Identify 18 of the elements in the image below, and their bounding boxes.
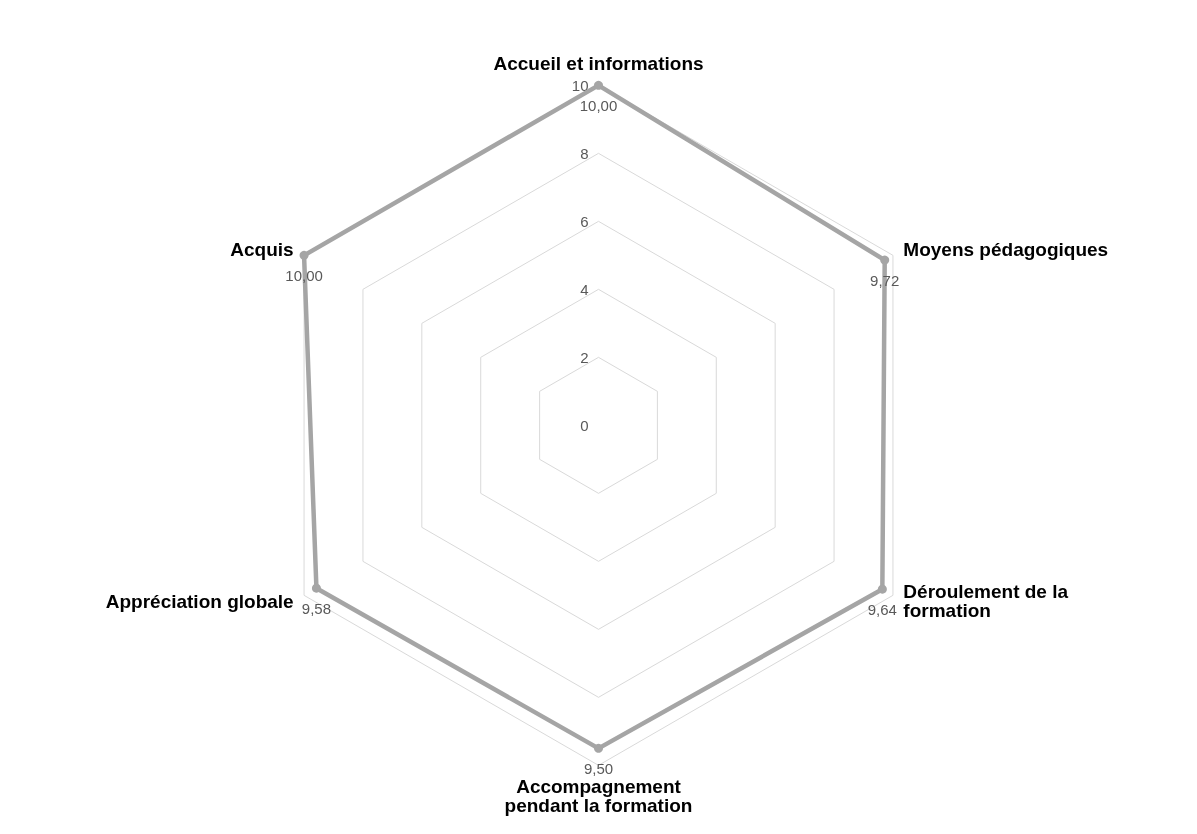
- spoke-label: Moyens pédagogiques: [903, 238, 1109, 260]
- data-label: 9,64: [867, 600, 897, 618]
- data-label: 9,72: [870, 271, 900, 289]
- data-label: 9,50: [583, 759, 614, 777]
- y-tick-label: 0: [580, 416, 589, 434]
- y-tick-label: 6: [580, 212, 589, 230]
- y-tick-label: 8: [580, 144, 589, 162]
- data-label: 10,00: [285, 266, 323, 284]
- spoke-label: Acquis: [230, 238, 294, 260]
- y-tick-label: 4: [580, 280, 589, 298]
- y-tick-label: 10: [571, 76, 589, 94]
- data-label: 10,00: [579, 96, 618, 114]
- spoke-label: Déroulement de la formation: [903, 581, 1069, 622]
- data-label: 9,58: [301, 599, 332, 617]
- spoke-label: Accueil et informations: [493, 53, 704, 75]
- spoke-label: Accompagnement pendant la formation: [504, 776, 693, 817]
- spoke-label: Appréciation globale: [105, 590, 294, 612]
- y-tick-label: 2: [580, 348, 589, 366]
